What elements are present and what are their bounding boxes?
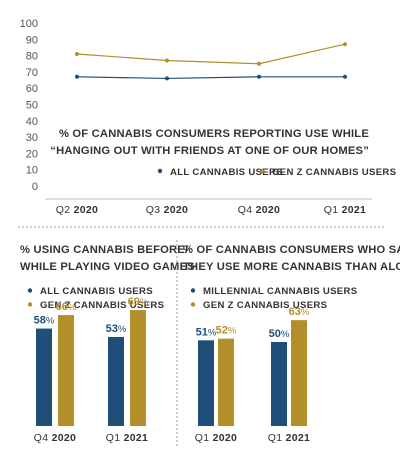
y-tick-label: 50 [26, 100, 38, 112]
data-point [343, 42, 347, 47]
y-tick-label: 100 [20, 18, 38, 30]
bar [36, 328, 52, 426]
bar [291, 320, 307, 426]
x-tick-label: Q4 2020 [34, 432, 76, 444]
data-label: 63% [289, 306, 310, 318]
bar-chart-1-title-line-1: % USING CANNABIS BEFORE/ [20, 244, 188, 256]
data-point [165, 76, 169, 81]
data-point [75, 51, 79, 56]
y-tick-labels: 0 10 20 30 40 50 60 70 80 90 100 [20, 18, 38, 193]
x-tick-label: Q1 2021 [324, 204, 366, 216]
x-tick-label: Q2 2020 [56, 204, 98, 216]
y-tick-label: 90 [26, 34, 38, 46]
data-label: 66% [56, 301, 77, 313]
bar [218, 338, 234, 426]
y-tick-label: 30 [26, 132, 38, 144]
y-tick-label: 60 [26, 83, 38, 95]
data-point [343, 74, 347, 79]
legend-marker [190, 302, 196, 307]
legend-label: GEN Z CANNABIS USERS [40, 300, 165, 311]
legend-label: ALL CANNABIS USERS [170, 167, 283, 178]
bar-chart-video-games: % USING CANNABIS BEFORE/ WHILE PLAYING V… [20, 244, 195, 444]
data-label: 52% [216, 325, 237, 337]
y-tick-label: 20 [26, 148, 38, 160]
legend-label: ALL CANNABIS USERS [40, 286, 153, 297]
x-tick-label: Q4 2020 [238, 204, 280, 216]
x-tick-label: Q3 2020 [146, 204, 188, 216]
series-line [76, 76, 345, 80]
y-tick-label: 80 [26, 51, 38, 63]
x-tick-label: Q1 2021 [268, 432, 310, 444]
data-point [75, 74, 79, 79]
legend-marker [27, 302, 33, 307]
data-label: 69% [128, 296, 149, 308]
data-point [165, 58, 169, 63]
bar [271, 342, 287, 426]
line-chart-title-line-2: “HANGING OUT WITH FRIENDS AT ONE OF OUR … [50, 145, 369, 157]
legend-label: GEN Z CANNABIS USERS [203, 300, 328, 311]
x-tick-label: Q1 2020 [195, 432, 237, 444]
bar-chart-2-title-line-2: THEY USE MORE CANNABIS THAN ALCOHOL [183, 261, 400, 273]
data-point [257, 74, 261, 79]
legend-label: GEN Z CANNABIS USERS [272, 167, 397, 178]
y-tick-label: 40 [26, 116, 38, 128]
legend-marker [190, 288, 196, 293]
legend-label: MILLENNIAL CANNABIS USERS [203, 286, 358, 297]
line-chart: 0 10 20 30 40 50 60 70 80 90 100 Q2 2020 Q3 2020 Q4 … [20, 18, 397, 216]
data-point [257, 61, 261, 66]
bar [130, 310, 146, 426]
x-tick-label: Q1 2021 [106, 432, 148, 444]
bar-chart-2-title-line-1: % OF CANNABIS CONSUMERS WHO SAY [183, 244, 400, 256]
line-chart-title-line-1: % OF CANNABIS CONSUMERS REPORTING USE WH… [59, 128, 369, 140]
bar-chart-cannabis-vs-alcohol: % OF CANNABIS CONSUMERS WHO SAY THEY USE… [183, 244, 400, 444]
legend-marker [259, 168, 265, 174]
data-label: 53% [106, 323, 127, 335]
series-line [76, 43, 346, 65]
data-label: 58% [34, 315, 55, 327]
x-tick-labels: Q2 2020 Q3 2020 Q4 2020 Q1 2021 [56, 204, 366, 216]
legend-marker [157, 168, 163, 174]
y-tick-label: 10 [26, 165, 38, 177]
line-series [75, 42, 347, 81]
bar [198, 340, 214, 426]
bar [108, 336, 124, 426]
data-label: 50% [269, 328, 290, 340]
legend-marker [27, 288, 33, 293]
y-tick-label: 70 [26, 67, 38, 79]
bar [58, 315, 74, 426]
y-tick-label: 0 [32, 181, 38, 193]
data-label: 51% [196, 326, 217, 338]
bar-chart-1-title-line-2: WHILE PLAYING VIDEO GAMES [20, 261, 195, 273]
